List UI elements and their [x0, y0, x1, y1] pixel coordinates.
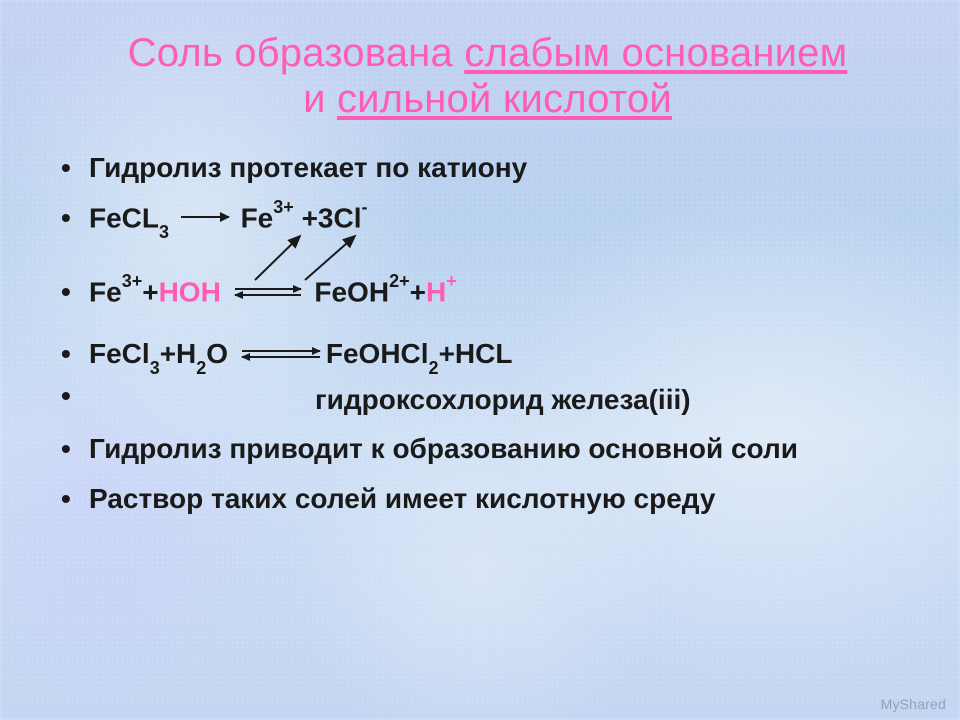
b3-supplus: +	[446, 271, 457, 291]
arrow-right-icon	[181, 216, 229, 218]
b4-hcl: +HCL	[439, 338, 513, 369]
b2-sup3p: 3+	[273, 197, 294, 217]
b4-h: +H	[160, 338, 197, 369]
b3-h: H	[426, 276, 446, 307]
bullet-caption: гидроксохлорид железа(ііі)	[55, 382, 920, 418]
bullet-1: Гидролиз протекает по катиону	[55, 150, 920, 186]
bullet-6: Гидролиз приводит к образованию основной…	[55, 431, 920, 467]
bullet-3: Fe3++HOH FeOH2++H+	[55, 274, 920, 310]
b4-sub2: 2	[196, 358, 206, 378]
b2-fecl: FeCL	[89, 202, 159, 233]
b4-sub2b: 2	[429, 358, 439, 378]
b2-cl: +3Cl	[294, 202, 362, 233]
b3-sup2p: 2+	[389, 271, 410, 291]
b2-fe: Fe	[241, 202, 274, 233]
title-text-mid: и	[303, 77, 337, 121]
title-underline-2: сильной кислотой	[337, 77, 672, 121]
b3-hoh: HOH	[159, 276, 221, 307]
b3-fe: Fe	[89, 276, 122, 307]
b3-feoh: FeOH	[314, 276, 389, 307]
bullet-6-text: Гидролиз приводит к образованию основной…	[89, 433, 798, 464]
b4-fecl: FeCl	[89, 338, 150, 369]
equilibrium-arrow-icon-2	[242, 348, 320, 360]
b2-supminus: -	[362, 197, 368, 217]
b3-sup3p: 3+	[122, 271, 143, 291]
watermark-text: MyShared	[881, 696, 946, 712]
caption-text: гидроксохлорид железа(ііі)	[315, 384, 691, 415]
b3-plus2: +	[410, 276, 426, 307]
slide-title: Соль образована слабым основанием и силь…	[55, 30, 920, 122]
watermark: MyShared	[881, 696, 946, 712]
title-text-plain: Соль образована	[128, 31, 465, 75]
title-underline-1: слабым основанием	[464, 31, 847, 75]
bullet-1-text: Гидролиз протекает по катиону	[89, 152, 527, 183]
b3-plus: +	[142, 276, 158, 307]
slide: Соль образована слабым основанием и силь…	[0, 0, 960, 720]
bullet-7: Раствор таких солей имеет кислотную сред…	[55, 481, 920, 517]
bullet-7-text: Раствор таких солей имеет кислотную сред…	[89, 483, 715, 514]
b4-feohcl: FeOHCl	[326, 338, 429, 369]
bullet-2: FeCL3 Fe3+ +3Cl-	[55, 200, 920, 240]
bullet-4: FeCl3+H2O FeOHCl2+HCL	[55, 336, 920, 376]
bullet-list: Гидролиз протекает по катиону FeCL3 Fe3+…	[55, 150, 920, 517]
b2-sub3: 3	[159, 222, 169, 242]
b4-o: O	[206, 338, 228, 369]
b4-sub3: 3	[150, 358, 160, 378]
equilibrium-arrow-icon	[235, 286, 301, 298]
